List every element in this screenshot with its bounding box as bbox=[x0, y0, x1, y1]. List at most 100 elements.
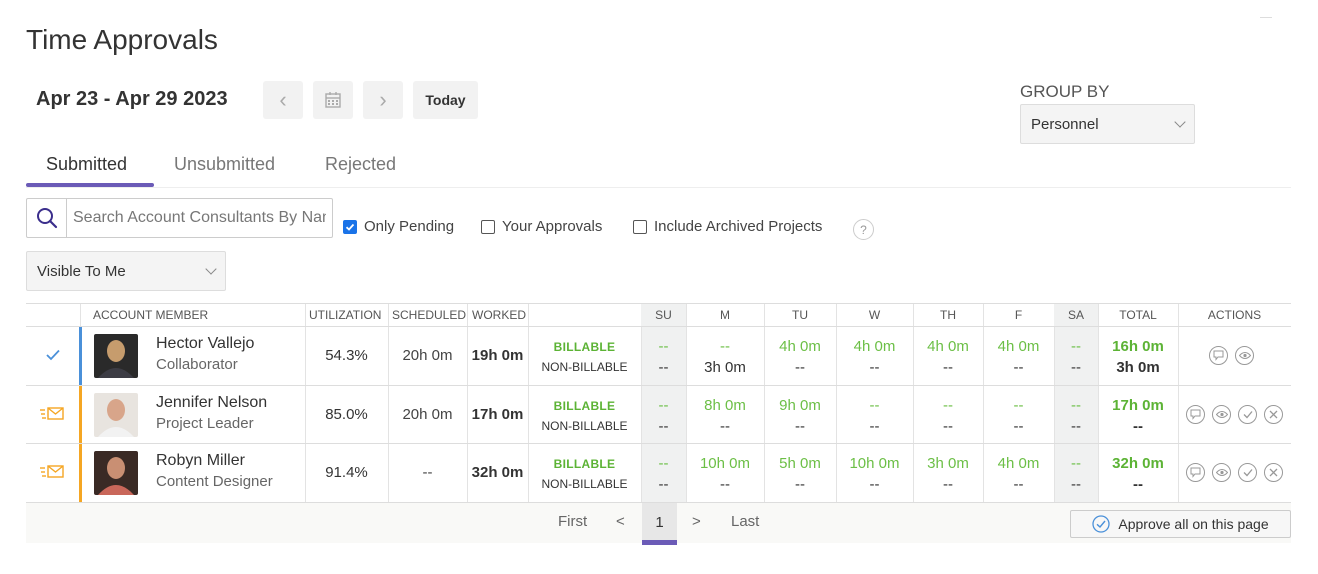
billable-label: BILLABLE bbox=[553, 340, 616, 354]
check-circle-icon bbox=[1092, 515, 1111, 533]
utilization-value: 54.3% bbox=[325, 347, 368, 364]
view-button[interactable] bbox=[1212, 404, 1231, 424]
member-name[interactable]: Robyn Miller bbox=[156, 452, 245, 469]
view-button[interactable] bbox=[1235, 346, 1254, 365]
pending-envelope-icon bbox=[40, 465, 64, 478]
tab-submitted[interactable]: Submitted bbox=[46, 154, 128, 174]
billable-label: BILLABLE bbox=[553, 398, 616, 413]
include-archived-label: Include Archived Projects bbox=[654, 218, 823, 235]
approved-check-icon bbox=[46, 349, 60, 361]
billable-sunday: -- bbox=[658, 396, 669, 414]
billable-label: BILLABLE bbox=[553, 457, 616, 471]
view-button[interactable] bbox=[1212, 463, 1231, 482]
next-week-button[interactable]: › bbox=[363, 81, 403, 119]
billable-monday: 8h 0m bbox=[704, 396, 746, 414]
worked-value: 17h 0m bbox=[471, 405, 524, 423]
comment-button[interactable] bbox=[1209, 346, 1228, 365]
search-button[interactable] bbox=[27, 199, 67, 237]
status-accent-bar bbox=[79, 385, 82, 443]
member-role: Collaborator bbox=[156, 356, 238, 373]
nonbillable-thursday: -- bbox=[943, 417, 953, 435]
col-monday: M bbox=[720, 308, 730, 322]
nonbillable-saturday: -- bbox=[1071, 476, 1081, 493]
nonbillable-tuesday: -- bbox=[795, 417, 805, 435]
col-total: TOTAL bbox=[1119, 308, 1157, 322]
billable-saturday: -- bbox=[1071, 338, 1081, 355]
only-pending-checkbox[interactable]: Only Pending bbox=[343, 218, 454, 235]
avatar bbox=[94, 451, 138, 495]
billable-thursday: 3h 0m bbox=[927, 455, 969, 472]
col-account-member[interactable]: ACCOUNT MEMBER bbox=[93, 308, 209, 322]
billable-saturday: -- bbox=[1071, 396, 1081, 414]
nonbillable-tuesday: -- bbox=[795, 476, 805, 493]
member-name[interactable]: Jennifer Nelson bbox=[156, 393, 268, 411]
tab-unsubmitted[interactable]: Unsubmitted bbox=[174, 154, 276, 174]
current-page-indicator bbox=[642, 540, 677, 545]
status-accent-bar bbox=[79, 327, 82, 385]
visibility-select[interactable]: Visible To Me bbox=[26, 251, 226, 291]
search-input[interactable] bbox=[67, 199, 332, 237]
page-first[interactable]: First bbox=[558, 513, 588, 530]
worked-value: 19h 0m bbox=[471, 347, 524, 364]
billable-friday: 4h 0m bbox=[997, 338, 1040, 355]
nonbillable-monday: -- bbox=[720, 417, 730, 435]
scheduled-value: 20h 0m bbox=[402, 405, 453, 423]
col-worked[interactable]: WORKED bbox=[472, 308, 526, 322]
approve-button[interactable] bbox=[1238, 404, 1257, 424]
search-icon bbox=[36, 208, 57, 229]
total-nonbillable: -- bbox=[1133, 476, 1143, 493]
comment-icon bbox=[1190, 409, 1201, 420]
eye-icon bbox=[1238, 351, 1251, 360]
include-archived-checkbox[interactable]: Include Archived Projects bbox=[633, 218, 822, 235]
table-row: Jennifer Nelson Project Leader 85.0% 20h 0m… bbox=[26, 385, 1291, 444]
member-role: Content Designer bbox=[156, 473, 273, 490]
group-by-select[interactable]: Personnel bbox=[1020, 104, 1195, 144]
table-row: Robyn Miller Content Designer 91.4% -- 32h 0… bbox=[26, 444, 1291, 503]
col-sunday: SU bbox=[641, 304, 686, 326]
pagination-bar: First < 1 > Last Approve all on this pag… bbox=[26, 503, 1291, 545]
total-billable: 16h 0m bbox=[1112, 338, 1164, 355]
your-approvals-checkbox[interactable]: Your Approvals bbox=[481, 218, 602, 235]
active-tab-indicator bbox=[26, 183, 154, 187]
group-by-value: Personnel bbox=[1031, 115, 1099, 133]
page-current[interactable]: 1 bbox=[642, 503, 677, 541]
check-icon bbox=[1243, 410, 1253, 419]
previous-week-button[interactable]: ‹ bbox=[263, 81, 303, 119]
page-prev[interactable]: < bbox=[616, 513, 625, 530]
tab-rejected[interactable]: Rejected bbox=[325, 154, 397, 174]
nonbillable-thursday: -- bbox=[943, 359, 953, 376]
billable-sunday: -- bbox=[658, 455, 669, 472]
group-by-label: GROUP BY bbox=[1020, 82, 1110, 101]
approve-button[interactable] bbox=[1238, 463, 1257, 482]
col-utilization[interactable]: UTILIZATION bbox=[309, 308, 382, 322]
avatar bbox=[94, 392, 138, 437]
calendar-button[interactable] bbox=[313, 81, 353, 119]
member-name[interactable]: Hector Vallejo bbox=[156, 335, 255, 352]
billable-thursday: 4h 0m bbox=[927, 338, 969, 355]
avatar bbox=[94, 334, 138, 378]
scheduled-value: 20h 0m bbox=[402, 347, 453, 364]
check-icon bbox=[1243, 468, 1253, 477]
nonbillable-wednesday: -- bbox=[869, 417, 880, 435]
nonbillable-monday: -- bbox=[720, 476, 730, 493]
nonbillable-friday: -- bbox=[1013, 476, 1024, 493]
nonbillable-friday: -- bbox=[1013, 359, 1024, 376]
chevron-right-icon: › bbox=[379, 87, 387, 112]
eye-icon bbox=[1215, 468, 1228, 477]
col-scheduled[interactable]: SCHEDULED bbox=[392, 308, 467, 322]
today-button[interactable]: Today bbox=[413, 81, 478, 119]
comment-button[interactable] bbox=[1186, 404, 1205, 424]
page-last[interactable]: Last bbox=[731, 513, 760, 530]
page-next[interactable]: > bbox=[692, 513, 701, 530]
reject-button[interactable] bbox=[1264, 404, 1283, 424]
help-icon[interactable]: ? bbox=[853, 219, 874, 240]
approve-all-button[interactable]: Approve all on this page bbox=[1070, 510, 1291, 538]
table-row: Hector Vallejo Collaborator 54.3% 20h 0m 19h… bbox=[26, 327, 1291, 386]
your-approvals-label: Your Approvals bbox=[502, 218, 603, 235]
only-pending-label: Only Pending bbox=[364, 218, 455, 235]
table-header: ACCOUNT MEMBER UTILIZATION SCHEDULED WOR… bbox=[26, 303, 1291, 327]
reject-button[interactable] bbox=[1264, 463, 1283, 482]
total-billable: 32h 0m bbox=[1112, 455, 1164, 472]
comment-icon bbox=[1213, 350, 1224, 361]
comment-button[interactable] bbox=[1186, 463, 1205, 482]
